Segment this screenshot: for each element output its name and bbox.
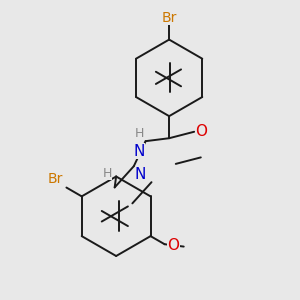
Text: Br: Br [161, 11, 177, 25]
Text: N: N [135, 167, 146, 182]
Text: O: O [196, 124, 208, 139]
Text: N: N [133, 143, 145, 158]
Text: O: O [167, 238, 179, 253]
Text: Br: Br [48, 172, 64, 186]
Text: H: H [135, 127, 144, 140]
Text: H: H [102, 167, 112, 180]
